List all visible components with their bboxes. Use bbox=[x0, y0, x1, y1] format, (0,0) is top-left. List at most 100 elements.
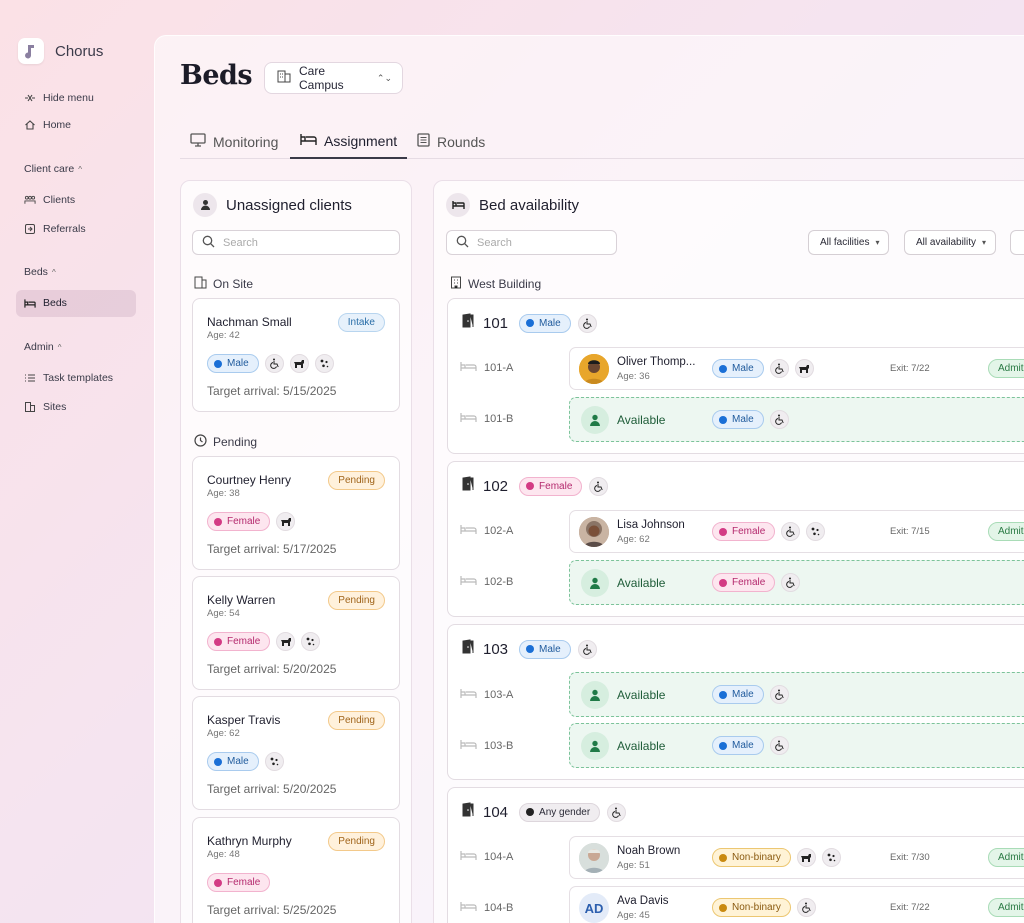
chevron-up-icon: ^ bbox=[78, 164, 82, 174]
bed-label: 102-B bbox=[460, 575, 513, 589]
avatar bbox=[579, 517, 609, 547]
chevron-up-icon: ^ bbox=[57, 342, 62, 352]
tab-assignment[interactable]: Assignment bbox=[290, 124, 408, 159]
available-bed[interactable]: Available Female bbox=[569, 560, 1024, 605]
chevron-down-icon: ▾ bbox=[982, 238, 987, 247]
occupant-tags: Female bbox=[712, 522, 826, 541]
unassigned-search-input[interactable]: Search bbox=[192, 230, 400, 255]
monitor-icon bbox=[190, 133, 206, 150]
gender-tag: Male bbox=[207, 354, 259, 373]
unassigned-title: Unassigned clients bbox=[193, 193, 352, 217]
wheelchair-icon bbox=[769, 736, 789, 755]
sidebar-item-beds[interactable]: Beds bbox=[24, 295, 67, 311]
people-icon bbox=[24, 194, 36, 206]
occupant-age: Age: 51 bbox=[617, 860, 650, 871]
bed-label: 101-A bbox=[460, 361, 513, 375]
occupied-bed[interactable]: Noah Brown Age: 51 Non-binary Exit: 7/30… bbox=[569, 836, 1024, 879]
client-tags: Male bbox=[207, 354, 334, 373]
room-card-104: 104 Any gender 104-A Noah Brown Age: 51 … bbox=[447, 787, 1024, 923]
bed-icon bbox=[460, 412, 477, 426]
available-person-icon bbox=[581, 569, 609, 597]
bed-tags: Male bbox=[712, 736, 789, 755]
client-card[interactable]: Kelly Warren Age: 54 Pending Female Targ… bbox=[192, 576, 400, 690]
panel-title-text: Unassigned clients bbox=[226, 196, 352, 214]
availability-filter[interactable]: All availability ▾ bbox=[904, 230, 997, 255]
wheelchair-icon bbox=[607, 802, 627, 822]
chevron-up-icon: ^ bbox=[51, 267, 56, 277]
status-badge: Intake bbox=[337, 313, 385, 332]
list-icon bbox=[24, 372, 36, 384]
bed-icon bbox=[460, 850, 477, 864]
section-beds[interactable]: Beds ^ bbox=[24, 266, 56, 278]
search-placeholder: Search bbox=[477, 236, 512, 249]
sparkle-icon bbox=[301, 632, 321, 651]
group-label-text: Pending bbox=[213, 435, 258, 449]
filter-label: All availability bbox=[916, 237, 977, 248]
tab-rounds[interactable]: Rounds bbox=[417, 124, 485, 159]
sidebar-item-label: Task templates bbox=[43, 372, 114, 384]
bed-tags: Male bbox=[712, 410, 789, 429]
status-badge: Pending bbox=[328, 591, 385, 610]
available-label: Available bbox=[617, 576, 666, 590]
active-nav-highlight bbox=[16, 290, 136, 317]
door-icon bbox=[461, 313, 476, 333]
section-client-care[interactable]: Client care ^ bbox=[24, 163, 82, 175]
tab-monitoring[interactable]: Monitoring bbox=[190, 124, 278, 159]
section-admin[interactable]: Admin ^ bbox=[24, 341, 62, 353]
occupied-bed[interactable]: Lisa Johnson Age: 62 Female Exit: 7/15 A… bbox=[569, 510, 1024, 553]
search-icon bbox=[456, 235, 469, 251]
facilities-filter[interactable]: All facilities ▾ bbox=[808, 230, 890, 255]
wheelchair-icon bbox=[769, 685, 789, 704]
occupied-bed[interactable]: AD Ava Davis Age: 45 Non-binary Exit: 7/… bbox=[569, 886, 1024, 923]
available-bed[interactable]: Available Male bbox=[569, 672, 1024, 717]
admit-badge: Admit bbox=[988, 848, 1024, 867]
gender-label: Male bbox=[539, 643, 561, 655]
gender-label: Non-binary bbox=[732, 852, 781, 863]
sidebar-item-sites[interactable]: Sites bbox=[24, 399, 66, 415]
section-label: Admin bbox=[24, 341, 54, 353]
sidebar-item-task-templates[interactable]: Task templates bbox=[24, 370, 113, 386]
wheelchair-icon bbox=[781, 573, 801, 592]
bed-icon bbox=[460, 524, 477, 538]
gender-dot bbox=[214, 359, 222, 368]
available-person-icon bbox=[581, 732, 609, 760]
client-name: Nachman Small bbox=[207, 315, 292, 329]
sidebar-item-label: Beds bbox=[43, 297, 67, 309]
bed-search-input[interactable]: Search bbox=[446, 230, 617, 255]
campus-select[interactable]: Care Campus ⌃⌄ bbox=[264, 62, 403, 94]
hide-menu-button[interactable]: Hide menu bbox=[24, 90, 94, 106]
target-arrival: Target arrival: 5/20/2025 bbox=[207, 662, 337, 676]
gender-label: Female bbox=[732, 526, 766, 537]
available-bed[interactable]: Available Male bbox=[569, 397, 1024, 442]
gender-dot bbox=[214, 878, 222, 887]
sidebar-item-clients[interactable]: Clients bbox=[24, 192, 75, 208]
hide-menu-label: Hide menu bbox=[43, 92, 94, 104]
target-arrival: Target arrival: 5/15/2025 bbox=[207, 384, 337, 398]
available-bed[interactable]: Available Male bbox=[569, 723, 1024, 768]
client-name: Kelly Warren bbox=[207, 593, 276, 607]
room-header: 102 Female bbox=[461, 476, 609, 496]
sidebar-item-home[interactable]: Home bbox=[24, 117, 71, 133]
dog-icon bbox=[276, 512, 296, 531]
gender-label: Male bbox=[732, 689, 754, 700]
bed-id: 102-B bbox=[484, 576, 514, 588]
occupied-bed[interactable]: Oliver Thomp... Age: 36 Male Exit: 7/22 … bbox=[569, 347, 1024, 390]
dog-icon bbox=[796, 848, 816, 867]
gender-label: Any gender bbox=[539, 806, 591, 818]
bed-icon bbox=[460, 739, 477, 753]
brand[interactable]: Chorus bbox=[18, 38, 103, 64]
panel-title-text: Bed availability bbox=[479, 196, 580, 214]
client-card[interactable]: Nachman Small Age: 42 Intake Male Target… bbox=[192, 298, 400, 412]
client-card[interactable]: Kathryn Murphy Age: 48 Pending Female Ta… bbox=[192, 817, 400, 923]
sidebar-item-referrals[interactable]: Referrals bbox=[24, 221, 86, 237]
gender-label: Non-binary bbox=[732, 902, 781, 913]
more-filter[interactable] bbox=[1010, 230, 1024, 255]
wheelchair-icon bbox=[769, 410, 789, 429]
bed-label: 101-B bbox=[460, 412, 513, 426]
client-card[interactable]: Kasper Travis Age: 62 Pending Male Targe… bbox=[192, 696, 400, 810]
gender-dot bbox=[719, 741, 727, 750]
client-card[interactable]: Courtney Henry Age: 38 Pending Female Ta… bbox=[192, 456, 400, 570]
tab-label: Monitoring bbox=[213, 133, 279, 150]
collapse-icon bbox=[24, 92, 36, 104]
target-arrival: Target arrival: 5/17/2025 bbox=[207, 542, 337, 556]
